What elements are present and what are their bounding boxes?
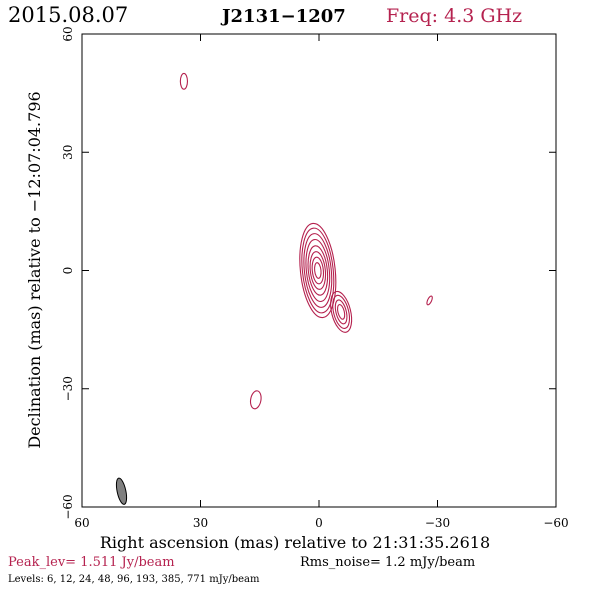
core-contour-96	[307, 245, 329, 296]
core-contour-12	[301, 227, 335, 314]
x-tick-label-minus60: −60	[543, 516, 568, 530]
y-axis-title: Declination (mas) relative to −12:07:04.…	[25, 91, 44, 448]
x-tick-label-minus30: −30	[425, 516, 450, 530]
axis-ticks	[81, 33, 557, 508]
rms-noise-text: Rms_noise= 1.2 mJy/beam	[300, 555, 475, 570]
y-tick-label-60: 60	[61, 26, 75, 41]
core-contour-6	[299, 222, 337, 319]
x-tick-label-60: 60	[74, 516, 89, 530]
x-axis-title: Right ascension (mas) relative to 21:31:…	[100, 533, 490, 552]
contour-levels-text: Levels: 6, 12, 24, 48, 96, 193, 385, 771…	[8, 574, 260, 585]
core-contour-48	[305, 238, 331, 303]
y-tick-label-minus60: −60	[61, 494, 75, 519]
core-contour-385	[311, 256, 325, 285]
peak-level-text: Peak_lev= 1.511 Jy/beam	[8, 555, 175, 570]
plot-frame	[81, 33, 557, 508]
contour-levels	[115, 72, 433, 505]
jet-contour-12	[332, 294, 351, 329]
jet-contour-24	[334, 299, 348, 325]
core-contour-771	[314, 262, 322, 279]
jet-contour-48	[337, 304, 346, 320]
y-tick-label-0: 0	[61, 267, 75, 275]
observation-date: 2015.08.07	[8, 3, 128, 27]
source-name: J2131−1207	[220, 6, 346, 27]
isolated-contour-1	[179, 72, 189, 90]
jet-contour-6	[330, 290, 353, 333]
y-tick-label-minus30: −30	[61, 376, 75, 401]
isolated-contour-3	[426, 295, 433, 306]
isolated-contour-2	[249, 390, 262, 410]
core-contour-24	[303, 233, 333, 308]
restoring-beam	[115, 477, 128, 505]
frequency-label: Freq: 4.3 GHz	[386, 5, 522, 27]
tick-labels: 60 30 0 −30 −60 −60 −30 0 30 60	[61, 26, 569, 530]
core-contour-193	[309, 251, 327, 290]
x-tick-label-0: 0	[315, 516, 323, 530]
x-tick-label-30: 30	[193, 516, 208, 530]
y-tick-label-30: 30	[61, 145, 75, 160]
